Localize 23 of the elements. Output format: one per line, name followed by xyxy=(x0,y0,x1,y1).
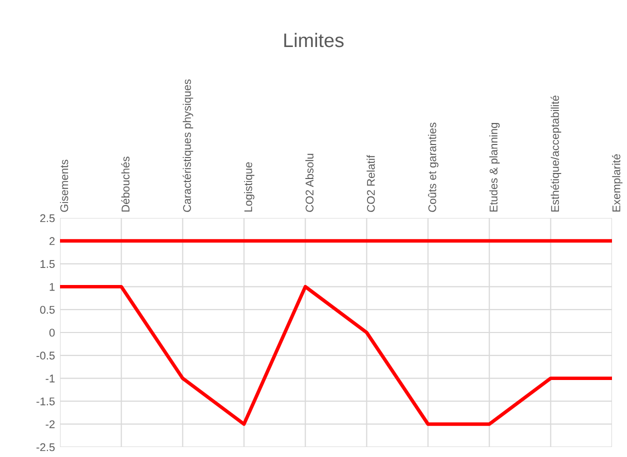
x-tick-label: Logistique xyxy=(244,162,254,212)
y-tick-label: -1.5 xyxy=(36,398,55,406)
x-tick-label: CO2 Relatif xyxy=(366,155,375,212)
y-tick-label: 0 xyxy=(49,328,55,337)
y-tick-label: 2 xyxy=(50,237,55,245)
x-tick-label: Caractéristiques physiques xyxy=(182,79,194,212)
y-tick-label: 0.5 xyxy=(40,306,55,314)
y-tick-label: -0.5 xyxy=(36,352,55,360)
y-tick-label: -2.5 xyxy=(36,443,55,452)
line-series xyxy=(60,284,612,426)
x-tick-label: Esthétique/acceptabilité xyxy=(550,96,562,212)
y-tick-label: 1.5 xyxy=(40,260,55,268)
x-tick-label: Débouchés xyxy=(121,156,130,212)
chart-title: Limites xyxy=(284,32,344,48)
x-tick-label: Coûts et garanties xyxy=(428,122,438,212)
x-tick-label: Gisements xyxy=(60,160,68,212)
x-tick-label: Exemplarité xyxy=(612,154,622,212)
y-tick-label: 2.5 xyxy=(40,214,55,222)
y-tick-label: -2 xyxy=(46,420,55,428)
y-tick-label: 1 xyxy=(50,283,55,291)
y-tick-label: -1 xyxy=(46,374,55,382)
x-tick-label: CO2 Absolu xyxy=(305,154,314,212)
x-tick-label: Etudes & planning xyxy=(489,122,500,212)
